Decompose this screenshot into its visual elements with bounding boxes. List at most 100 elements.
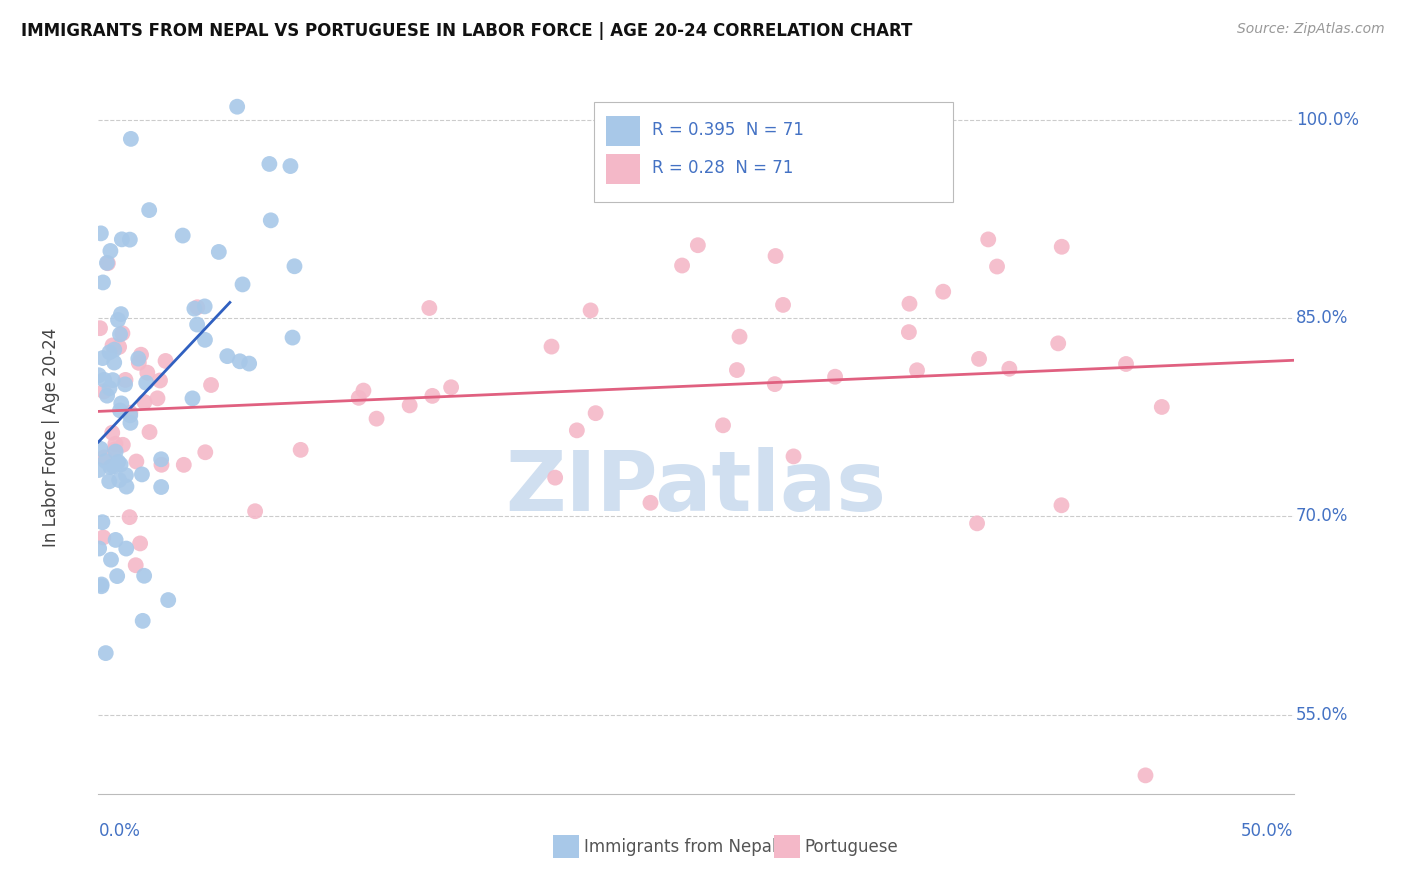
Point — [150, 452, 173, 467]
Point — [115, 541, 138, 556]
Point — [97, 256, 120, 270]
Point — [89, 541, 111, 556]
Point — [120, 409, 142, 423]
Point — [108, 403, 131, 417]
Point — [1135, 768, 1157, 782]
Point — [897, 325, 920, 339]
Point — [183, 301, 205, 316]
Point — [172, 228, 194, 243]
Point — [967, 351, 990, 366]
Point — [134, 395, 156, 409]
Point — [260, 213, 283, 227]
Point — [111, 438, 134, 452]
Point — [87, 463, 110, 477]
Point — [229, 354, 252, 368]
Point — [150, 480, 173, 494]
Point — [1115, 357, 1137, 371]
Point — [281, 330, 304, 344]
Point — [118, 233, 141, 247]
Point — [100, 244, 122, 258]
Point — [135, 376, 157, 390]
Point — [91, 515, 114, 529]
Point — [194, 333, 217, 347]
Point — [540, 340, 562, 354]
Point — [125, 454, 148, 468]
Point — [186, 300, 208, 314]
Text: 55.0%: 55.0% — [1296, 706, 1348, 723]
Point — [686, 238, 709, 252]
FancyBboxPatch shape — [553, 835, 579, 858]
Point — [101, 338, 124, 352]
Point — [114, 377, 136, 392]
Point — [585, 406, 607, 420]
Text: Portuguese: Portuguese — [804, 838, 898, 855]
FancyBboxPatch shape — [595, 102, 953, 202]
Point — [150, 458, 173, 472]
Point — [579, 303, 602, 318]
Point — [200, 378, 222, 392]
Point — [120, 406, 142, 420]
Point — [290, 442, 312, 457]
Point — [565, 423, 588, 437]
Point — [136, 366, 159, 380]
Point — [347, 391, 370, 405]
Point — [93, 450, 115, 465]
Point — [129, 348, 152, 362]
Point — [111, 232, 134, 246]
Point — [232, 277, 254, 292]
Point — [226, 100, 249, 114]
Point — [90, 442, 112, 456]
Point — [98, 345, 121, 359]
Point — [128, 356, 150, 370]
Point — [129, 536, 152, 550]
Point — [115, 468, 138, 483]
Point — [125, 558, 148, 573]
Point — [977, 232, 1000, 246]
Point — [115, 480, 138, 494]
Point — [640, 496, 662, 510]
Text: ZIPatlas: ZIPatlas — [506, 447, 886, 527]
Text: R = 0.28  N = 71: R = 0.28 N = 71 — [652, 159, 793, 177]
Point — [98, 460, 121, 475]
Point — [243, 504, 266, 518]
Point — [91, 276, 114, 290]
Point — [283, 259, 305, 273]
Point — [898, 297, 921, 311]
Point — [418, 301, 440, 315]
Point — [544, 470, 567, 484]
Point — [398, 398, 420, 412]
Point — [131, 467, 153, 482]
Point — [155, 354, 177, 368]
Point — [93, 373, 115, 387]
FancyBboxPatch shape — [606, 116, 640, 146]
Text: Immigrants from Nepal: Immigrants from Nepal — [583, 838, 776, 855]
Point — [671, 259, 693, 273]
Point — [157, 593, 180, 607]
Point — [98, 381, 121, 395]
Point — [194, 300, 217, 314]
Point — [366, 411, 388, 425]
Point — [149, 374, 172, 388]
Point — [103, 355, 125, 369]
Point — [111, 326, 134, 341]
Point — [711, 418, 734, 433]
Point — [90, 577, 112, 591]
Point — [101, 373, 124, 387]
Point — [127, 351, 149, 366]
Point — [110, 307, 132, 321]
Point — [101, 425, 124, 440]
Point — [1050, 498, 1073, 512]
Point — [118, 510, 141, 524]
Point — [1047, 336, 1070, 351]
Point — [104, 442, 127, 457]
Point — [103, 459, 125, 474]
Text: 100.0%: 100.0% — [1296, 111, 1360, 129]
Point — [94, 646, 117, 660]
Point — [89, 321, 111, 335]
Point — [131, 614, 153, 628]
Point — [120, 416, 142, 430]
Point — [120, 132, 142, 146]
Point — [91, 351, 114, 365]
Point — [725, 363, 748, 377]
Point — [146, 392, 169, 406]
